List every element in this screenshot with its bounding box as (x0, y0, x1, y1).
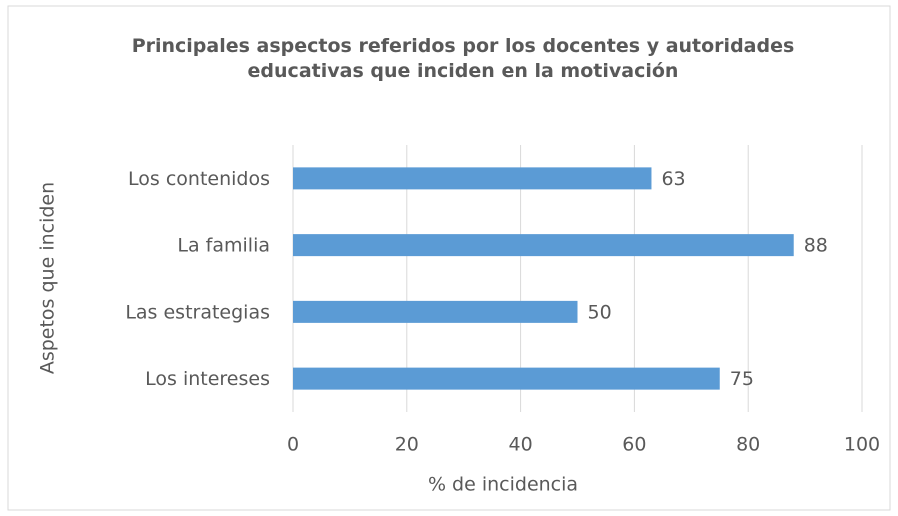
y-tick-label: Los contenidos (128, 168, 270, 190)
bar (293, 367, 720, 390)
bar (293, 234, 794, 257)
y-tick-label: La familia (177, 235, 270, 257)
x-tick-label: 40 (509, 434, 533, 456)
data-label: 88 (804, 235, 828, 257)
chart-border (7, 5, 891, 511)
data-label: 75 (730, 368, 754, 390)
y-axis-label: Aspetos que inciden (37, 182, 59, 374)
data-label: 50 (588, 301, 612, 323)
x-axis-label: % de incidencia (428, 474, 578, 496)
x-tick-label: 20 (395, 434, 419, 456)
x-tick-label: 0 (287, 434, 299, 456)
bar (293, 167, 652, 190)
x-tick-label: 100 (844, 434, 880, 456)
x-tick-label: 80 (736, 434, 760, 456)
chart-title: Principales aspectos referidos por los d… (131, 35, 795, 82)
y-tick-label: Los intereses (145, 368, 270, 390)
y-tick-label: Las estrategias (125, 301, 270, 323)
x-tick-label: 60 (622, 434, 646, 456)
bar (293, 300, 578, 323)
data-label: 63 (661, 168, 685, 190)
